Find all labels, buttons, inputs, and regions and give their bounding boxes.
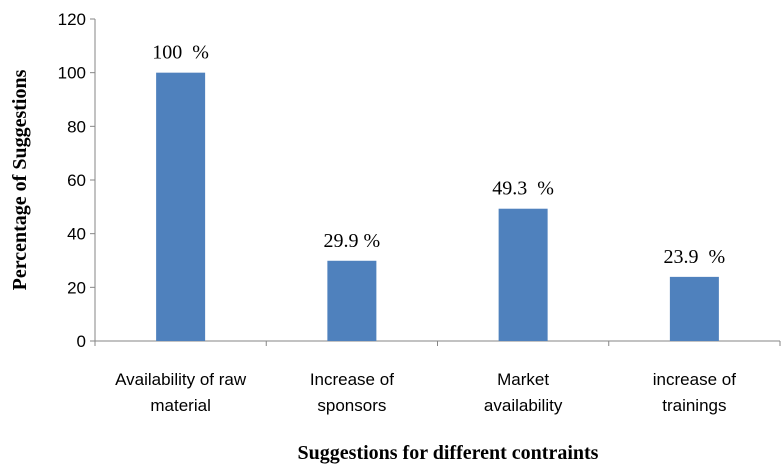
bar (156, 72, 206, 342)
x-tick-label: Increase of sponsors (310, 370, 394, 415)
x-tick-label: Availability of raw material (115, 370, 247, 415)
y-tick-label: 0 (77, 332, 86, 351)
y-tick-label: 80 (67, 117, 86, 136)
data-label: 100 % (152, 42, 209, 64)
x-tick-label: increase of trainings (653, 370, 736, 415)
data-label: 29.9 % (324, 230, 381, 252)
y-tick-label: 60 (67, 171, 86, 190)
y-axis: 0 20 40 60 80 100 120 (58, 10, 96, 351)
y-axis-title: Percentage of Suggestions (9, 69, 31, 290)
x-tick-label: Market availability (484, 370, 563, 415)
data-label: 49.3 % (492, 178, 554, 200)
x-axis: Availability of raw material Increase of sp… (94, 340, 781, 415)
data-label: 23.9 % (664, 246, 726, 268)
bar (498, 208, 548, 341)
y-tick-label: 40 (67, 225, 86, 244)
bar (327, 260, 377, 341)
bars (156, 72, 719, 342)
x-axis-title: Suggestions for different contraints (298, 442, 599, 464)
y-tick-label: 120 (58, 10, 86, 29)
y-tick-label: 20 (67, 278, 86, 297)
y-tick-label: 100 (58, 64, 86, 83)
data-labels: 100 % 29.9 % 49.3 % 23.9 % (152, 42, 725, 268)
bar (669, 276, 719, 341)
